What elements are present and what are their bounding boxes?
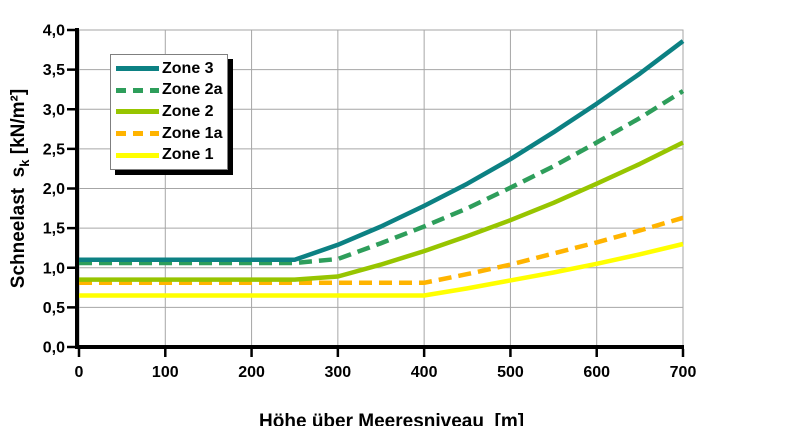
- legend-label-zone-1a: Zone 1a: [162, 124, 223, 142]
- legend-item-zone-1a: Zone 1a: [111, 123, 227, 145]
- legend-item-zone-2: Zone 2: [111, 101, 227, 123]
- legend-item-zone-2a: Zone 2a: [111, 80, 227, 102]
- y-tick-label: 1,5: [43, 221, 65, 238]
- x-tick-label: 500: [497, 364, 524, 381]
- y-tick-label: 0,5: [43, 300, 65, 317]
- y-tick-label: 2,5: [43, 141, 65, 158]
- y-axis-title-text: Schneelast s: [8, 166, 29, 289]
- series-line-zone-1a: [79, 215, 684, 286]
- x-tick-label: 700: [670, 364, 697, 381]
- y-tick-label: 3,5: [43, 62, 65, 79]
- series-line-zone-2: [79, 140, 685, 282]
- y-tick-label: 0,0: [43, 340, 65, 357]
- y-tick-label: 2,0: [43, 181, 65, 198]
- x-tick-label: 600: [583, 364, 610, 381]
- series-line-zone-1: [79, 241, 684, 298]
- x-axis-title-text: Höhe über Meeresniveau [m]: [259, 411, 525, 426]
- legend-label-zone-1: Zone 1: [162, 146, 214, 164]
- x-axis-title: Höhe über Meeresniveau [m]: [79, 389, 683, 426]
- legend-line-sample-zone-1a: [116, 131, 159, 137]
- legend-label-zone-3: Zone 3: [162, 59, 214, 77]
- legend-line-sample-zone-2: [116, 109, 159, 115]
- y-axis-title-subscript: k: [16, 159, 32, 167]
- y-tick-label: 3,0: [43, 102, 65, 119]
- x-tick-label: 300: [325, 364, 352, 381]
- legend-label-zone-2: Zone 2: [162, 102, 214, 120]
- x-tick-label: 100: [152, 364, 179, 381]
- legend-item-zone-3: Zone 3: [111, 58, 227, 80]
- legend-item-zone-1: Zone 1: [111, 144, 227, 166]
- legend-line-sample-zone-3: [116, 66, 159, 72]
- series-line-zone-3: [79, 39, 685, 263]
- y-tick-label: 4,0: [43, 23, 65, 40]
- legend-line-sample-zone-1: [116, 152, 159, 158]
- y-tick-label: 1,0: [43, 260, 65, 277]
- legend-line-sample-zone-2a: [116, 87, 159, 93]
- x-tick-label: 200: [238, 364, 265, 381]
- series-line-zone-2a: [79, 89, 685, 266]
- y-axis-title-unit: [kN/m²]: [8, 88, 29, 160]
- x-tick-label: 400: [411, 364, 438, 381]
- legend-label-zone-2a: Zone 2a: [162, 81, 223, 99]
- x-tick-label: 0: [75, 364, 84, 381]
- y-axis-title: Schneelast sk [kN/m²]: [8, 30, 32, 347]
- legend: Zone 3 Zone 2a Zone 2 Zone 1a Zone 1: [110, 54, 228, 170]
